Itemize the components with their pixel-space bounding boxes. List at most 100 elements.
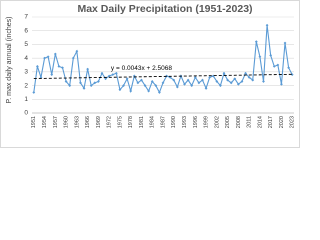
data-point bbox=[104, 77, 107, 81]
x-tick-label: 1972 bbox=[107, 116, 113, 128]
y-tick-label: 2 bbox=[24, 82, 28, 89]
data-point bbox=[204, 86, 208, 90]
data-point bbox=[247, 75, 251, 79]
data-point bbox=[215, 80, 219, 83]
data-point bbox=[283, 41, 287, 45]
data-point bbox=[211, 74, 215, 78]
x-tick-label: 1993 bbox=[182, 116, 188, 128]
data-point bbox=[114, 71, 118, 75]
data-point bbox=[75, 49, 79, 53]
data-point bbox=[107, 74, 111, 78]
x-tick-label: 1960 bbox=[64, 116, 70, 128]
data-point bbox=[46, 55, 50, 59]
data-point bbox=[262, 80, 265, 83]
data-point bbox=[222, 71, 226, 75]
data-point bbox=[229, 81, 233, 85]
data-point bbox=[276, 63, 280, 67]
data-point bbox=[183, 82, 186, 86]
x-tick-label: 2014 bbox=[257, 116, 263, 128]
chart-border bbox=[0, 0, 300, 148]
x-tick-label: 1987 bbox=[160, 116, 166, 128]
trend-equation: y = 0.0043x + 2.5068 bbox=[111, 65, 172, 72]
data-point bbox=[287, 66, 291, 70]
data-point bbox=[272, 64, 276, 68]
data-point bbox=[125, 77, 129, 81]
data-point bbox=[143, 84, 147, 87]
data-point bbox=[154, 84, 158, 87]
data-point bbox=[236, 82, 240, 86]
x-tick-label: 1996 bbox=[193, 116, 199, 128]
data-point bbox=[122, 84, 125, 87]
y-tick-label: 7 bbox=[24, 14, 28, 21]
data-point bbox=[168, 75, 172, 79]
data-point bbox=[96, 80, 100, 83]
x-tick-label: 1984 bbox=[150, 116, 156, 128]
data-point bbox=[158, 91, 161, 94]
x-tick-label: 1963 bbox=[74, 116, 80, 128]
x-tick-label: 2020 bbox=[279, 116, 285, 128]
data-point bbox=[61, 66, 64, 70]
y-tick-label: 6 bbox=[24, 27, 28, 34]
data-point bbox=[132, 74, 136, 78]
data-point bbox=[208, 75, 212, 79]
data-point bbox=[265, 23, 269, 27]
data-point bbox=[269, 54, 273, 57]
y-tick-label: 5 bbox=[24, 41, 28, 48]
y-tick-label: 1 bbox=[24, 96, 28, 103]
data-point bbox=[50, 73, 54, 76]
data-point bbox=[226, 78, 230, 82]
data-point bbox=[100, 71, 104, 75]
x-tick-label: 1975 bbox=[117, 116, 123, 128]
data-point bbox=[86, 67, 90, 71]
trend-line bbox=[33, 73, 293, 80]
data-point bbox=[89, 84, 93, 87]
x-tick-label: 1978 bbox=[128, 116, 134, 128]
data-point bbox=[244, 71, 247, 75]
x-tick-label: 1957 bbox=[53, 116, 59, 128]
data-point bbox=[39, 75, 43, 79]
x-tick-label: 2011 bbox=[247, 116, 253, 128]
data-point bbox=[240, 80, 244, 83]
x-tick-label: 2023 bbox=[290, 116, 296, 128]
data-point bbox=[147, 89, 151, 93]
data-point bbox=[150, 80, 154, 83]
data-point bbox=[79, 81, 82, 85]
data-point bbox=[64, 80, 68, 83]
data-point bbox=[193, 75, 197, 79]
data-point bbox=[43, 56, 46, 60]
data-point bbox=[53, 52, 57, 56]
data-point bbox=[280, 82, 283, 86]
x-tick-label: 2008 bbox=[236, 116, 242, 128]
y-tick-label: 4 bbox=[24, 55, 28, 62]
data-point bbox=[190, 84, 194, 87]
data-point bbox=[254, 40, 258, 44]
data-point bbox=[175, 85, 179, 89]
data-point bbox=[93, 81, 97, 85]
data-point bbox=[118, 88, 122, 92]
data-point bbox=[35, 64, 39, 68]
y-tick-label: 3 bbox=[24, 69, 28, 76]
data-point bbox=[140, 78, 143, 82]
data-point bbox=[186, 78, 190, 82]
x-tick-label: 2005 bbox=[225, 116, 231, 128]
data-point bbox=[129, 89, 133, 93]
data-point bbox=[71, 56, 75, 60]
data-point bbox=[111, 73, 115, 76]
data-point bbox=[219, 84, 222, 87]
data-point bbox=[32, 91, 36, 94]
data-point bbox=[68, 84, 72, 87]
x-tick-label: 1954 bbox=[42, 116, 48, 128]
data-point bbox=[57, 64, 61, 68]
x-tick-label: 1981 bbox=[139, 116, 145, 128]
x-tick-label: 2017 bbox=[268, 116, 274, 128]
x-tick-label: 1951 bbox=[31, 116, 37, 128]
data-point bbox=[172, 78, 176, 82]
x-tick-label: 1990 bbox=[171, 116, 177, 128]
chart: Max Daily Precipitation (1951-2023) P. m… bbox=[0, 0, 300, 148]
x-tick-label: 1999 bbox=[204, 116, 210, 128]
y-axis-label: P. max daily annual (inches) bbox=[6, 16, 13, 103]
data-point bbox=[201, 78, 204, 82]
x-tick-label: 2002 bbox=[214, 116, 220, 128]
chart-title: Max Daily Precipitation (1951-2023) bbox=[77, 3, 252, 15]
data-point bbox=[251, 78, 255, 82]
